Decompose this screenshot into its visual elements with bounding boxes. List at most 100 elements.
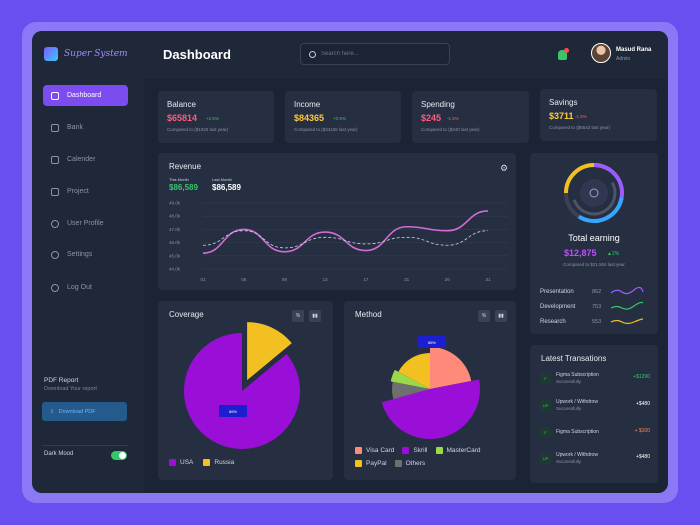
power-icon — [51, 283, 59, 292]
search-input[interactable] — [321, 51, 441, 57]
legend-swatch — [435, 447, 443, 454]
topbar: Dashboard Masud Rana Admin — [144, 31, 668, 79]
stat-label: Spending — [421, 100, 455, 109]
legend-others: Others — [394, 460, 425, 467]
transaction-row[interactable]: F Figma Subscription + $100 — [540, 425, 650, 443]
search-icon — [309, 50, 316, 58]
sidebar-item-label: Dashboard — [67, 92, 102, 99]
coverage-card: Coverage % ▮▮ 86% USA Russia — [158, 301, 333, 480]
total-earning-card: Total earning $12,875 ▲2% Compared to $2… — [530, 153, 658, 334]
transaction-row[interactable]: UP Upwork / Withdrow Successfully +$480 — [540, 451, 650, 469]
legend-swatch — [169, 459, 176, 466]
y-tick-label: 44.0k — [169, 267, 181, 272]
total-earning-compare: Compared to $21,504 last year — [563, 262, 625, 267]
sparkline-research — [610, 318, 644, 325]
legend-swatch — [394, 460, 402, 467]
tx-status: Successfully — [556, 459, 582, 464]
pdf-report: PDF Report Download Your report — [44, 377, 97, 392]
search-box[interactable] — [300, 43, 450, 65]
this-month-value: $86,589 — [169, 183, 198, 192]
app-name: Super System — [64, 49, 128, 59]
legend-label: Visa Card — [366, 447, 395, 454]
legend-visa: Visa Card — [355, 447, 394, 454]
user-name: Masud Rana — [616, 47, 652, 53]
x-tick-label: 09 — [282, 277, 288, 282]
upwork-icon: UP — [540, 400, 551, 411]
dark-mode-label: Dark Mood — [44, 451, 74, 457]
pie-slice-visa-card — [430, 347, 472, 389]
transactions-title: Latest Transations — [541, 354, 607, 363]
coverage-legend: USA Russia — [169, 459, 234, 466]
stat-compare: Compared to ($1025 last year) — [167, 127, 229, 132]
grid-icon — [51, 91, 59, 100]
tx-amount: +$1290 — [633, 374, 650, 380]
settings-gear-icon[interactable]: ⚙ — [499, 162, 509, 173]
stat-card-spending: Spending $245 -1.5% Compared to ($340 la… — [412, 91, 529, 143]
y-tick-label: 48.0k — [169, 214, 181, 219]
legend-swatch — [402, 447, 410, 454]
pie-slice-russia — [247, 322, 292, 381]
legend-paypal: PayPal — [355, 460, 387, 467]
coin-icon — [589, 188, 599, 198]
calendar-icon — [51, 155, 59, 164]
sidebar-item-dashboard[interactable]: Dashboard — [43, 85, 128, 106]
sidebar-item-bank[interactable]: Bank — [43, 117, 128, 138]
logo[interactable]: Super System — [44, 47, 128, 61]
sparkline-development — [610, 301, 644, 310]
sidebar-item-settings[interactable]: Settings — [43, 244, 128, 265]
method-tooltip: 86% — [418, 336, 446, 348]
divider — [42, 445, 128, 446]
stat-value: $84365 — [294, 113, 325, 123]
y-tick-label: 49.0k — [169, 201, 181, 206]
sidebar-item-label: Project — [67, 188, 89, 195]
download-pdf-button[interactable]: ⇩ Download PDF — [42, 402, 127, 421]
legend-swatch — [355, 460, 362, 467]
total-earning-change: ▲2% — [607, 251, 620, 257]
coverage-tooltip: 86% — [219, 405, 247, 417]
method-pie-chart — [381, 347, 480, 439]
bar-chart-button[interactable]: ▮▮ — [495, 310, 507, 322]
stat-label: Savings — [549, 98, 578, 107]
x-tick-label: 13 — [323, 277, 329, 282]
gear-icon — [51, 250, 59, 259]
x-tick-label: 31 — [485, 277, 491, 282]
stat-change: +2.5% — [206, 116, 219, 121]
bar-chart-button[interactable]: ▮▮ — [309, 310, 321, 322]
legend-swatch — [203, 459, 211, 466]
dark-mode-toggle[interactable] — [111, 451, 127, 460]
user-role: Admin — [616, 56, 631, 62]
user-icon — [51, 219, 59, 228]
stat-card-income: Income $84365 +0.5% Compared to ($34165 … — [285, 91, 401, 143]
sparkline-presentation — [610, 286, 644, 295]
percent-button[interactable]: % — [292, 310, 304, 322]
pie-slice-mastercard — [390, 369, 430, 389]
card-icon — [51, 123, 59, 132]
download-label: Download PDF — [58, 408, 96, 415]
revenue-line-chart: 49.0k 48.0k 47.0k 46.0k 45.0k 44.0k 01 05 09 13 17… — [169, 201, 508, 282]
percent-button[interactable]: % — [478, 310, 490, 322]
bell-icon[interactable] — [558, 50, 567, 60]
sidebar-item-user-profile[interactable]: User Profile — [43, 213, 128, 234]
legend-skrill: Skrill — [402, 447, 428, 454]
sidebar-item-label: Settings — [67, 251, 93, 258]
pie-slice-skrill — [381, 379, 480, 439]
last-month-value: $86,589 — [212, 183, 241, 192]
earning-row-value: 553 — [592, 319, 602, 325]
transaction-row[interactable]: F Figma Subscription Successfully +$1290 — [540, 371, 650, 389]
transaction-row[interactable]: UP Upwork / Withdrow Successfully +$480 — [540, 398, 650, 416]
earning-row-value: 753 — [592, 304, 602, 310]
pdf-title: PDF Report — [44, 377, 79, 384]
layers-icon — [51, 187, 59, 196]
avatar[interactable] — [591, 43, 611, 63]
sidebar-item-log-out[interactable]: Log Out — [43, 277, 128, 298]
stat-compare: Compared to ($340 last year) — [421, 127, 480, 132]
sidebar-item-calender[interactable]: Calender — [43, 149, 128, 170]
stat-label: Income — [294, 100, 321, 109]
stat-compare: Compared to ($6542 last year) — [549, 125, 611, 130]
legend-label: MasterCard — [446, 447, 481, 454]
sidebar-item-project[interactable]: Project — [43, 181, 128, 202]
stat-value: $3711 — [549, 111, 574, 121]
x-tick-label: 17 — [363, 277, 369, 282]
earning-row-value: 862 — [592, 289, 602, 295]
logo-icon — [44, 47, 58, 61]
